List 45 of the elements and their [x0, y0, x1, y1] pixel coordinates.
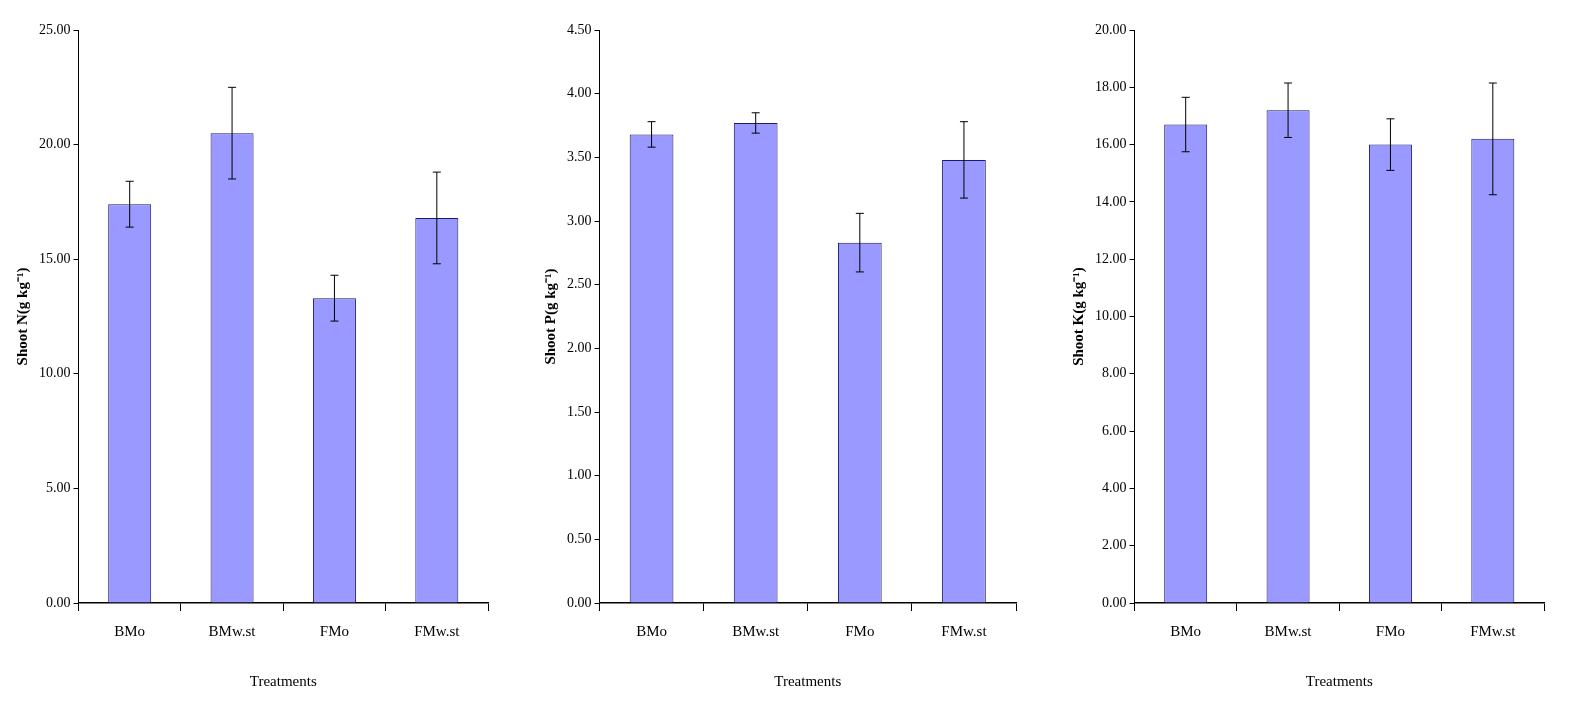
x-tick-label: FMo: [1375, 622, 1406, 639]
y-tick-label: 0.50: [567, 531, 592, 547]
y-tick-label: 4.00: [1102, 480, 1127, 496]
y-tick-label: 4.50: [567, 21, 592, 37]
y-tick-label: 5.00: [46, 480, 71, 496]
y-tick-label: 1.50: [567, 403, 592, 419]
y-tick-label: 0.00: [567, 594, 592, 610]
y-tick-label: 2.00: [1102, 537, 1127, 553]
x-tick-label: FMw.st: [941, 622, 988, 639]
y-tick-label: 20.00: [39, 136, 71, 152]
y-tick-label: 3.50: [567, 149, 592, 165]
y-tick-label: 0.00: [46, 594, 71, 610]
y-tick-label: 4.00: [567, 85, 592, 101]
y-tick-label: 1.00: [567, 467, 592, 483]
y-tick-label: 0.00: [1102, 594, 1127, 610]
y-axis-title: Shoot P(g kg⁻¹): [541, 268, 559, 365]
y-tick-label: 2.00: [567, 340, 592, 356]
y-tick-label: 10.00: [1095, 308, 1127, 324]
y-axis-title: Shoot K(g kg⁻¹): [1069, 267, 1087, 366]
x-tick-label: BMo: [114, 622, 146, 639]
y-tick-label: 15.00: [39, 250, 71, 266]
x-tick-label: FMw.st: [414, 622, 461, 639]
x-axis-title: Treatments: [1305, 672, 1373, 689]
y-tick-label: 25.00: [39, 21, 71, 37]
y-tick-label: 8.00: [1102, 365, 1127, 381]
x-tick-label: FMw.st: [1470, 622, 1517, 639]
y-axis-title: Shoot N(g kg⁻¹): [13, 267, 31, 366]
x-tick-label: FMo: [845, 622, 875, 639]
y-tick-label: 10.00: [39, 365, 71, 381]
x-axis-title: Treatments: [249, 672, 317, 689]
y-tick-label: 12.00: [1095, 250, 1127, 266]
y-tick-label: 20.00: [1095, 21, 1127, 37]
y-tick-label: 6.00: [1102, 422, 1127, 438]
x-tick-label: BMo: [636, 622, 667, 639]
y-tick-label: 16.00: [1095, 136, 1127, 152]
y-tick-label: 18.00: [1095, 78, 1127, 94]
x-axis-title: Treatments: [774, 672, 842, 689]
x-tick-label: BMw.st: [1264, 622, 1313, 639]
y-tick-label: 2.50: [567, 276, 592, 292]
y-tick-label: 14.00: [1095, 193, 1127, 209]
x-tick-label: BMw.st: [208, 622, 257, 639]
y-tick-label: 3.00: [567, 212, 592, 228]
x-tick-label: BMw.st: [732, 622, 780, 639]
x-tick-label: FMo: [319, 622, 350, 639]
x-tick-label: BMo: [1170, 622, 1202, 639]
